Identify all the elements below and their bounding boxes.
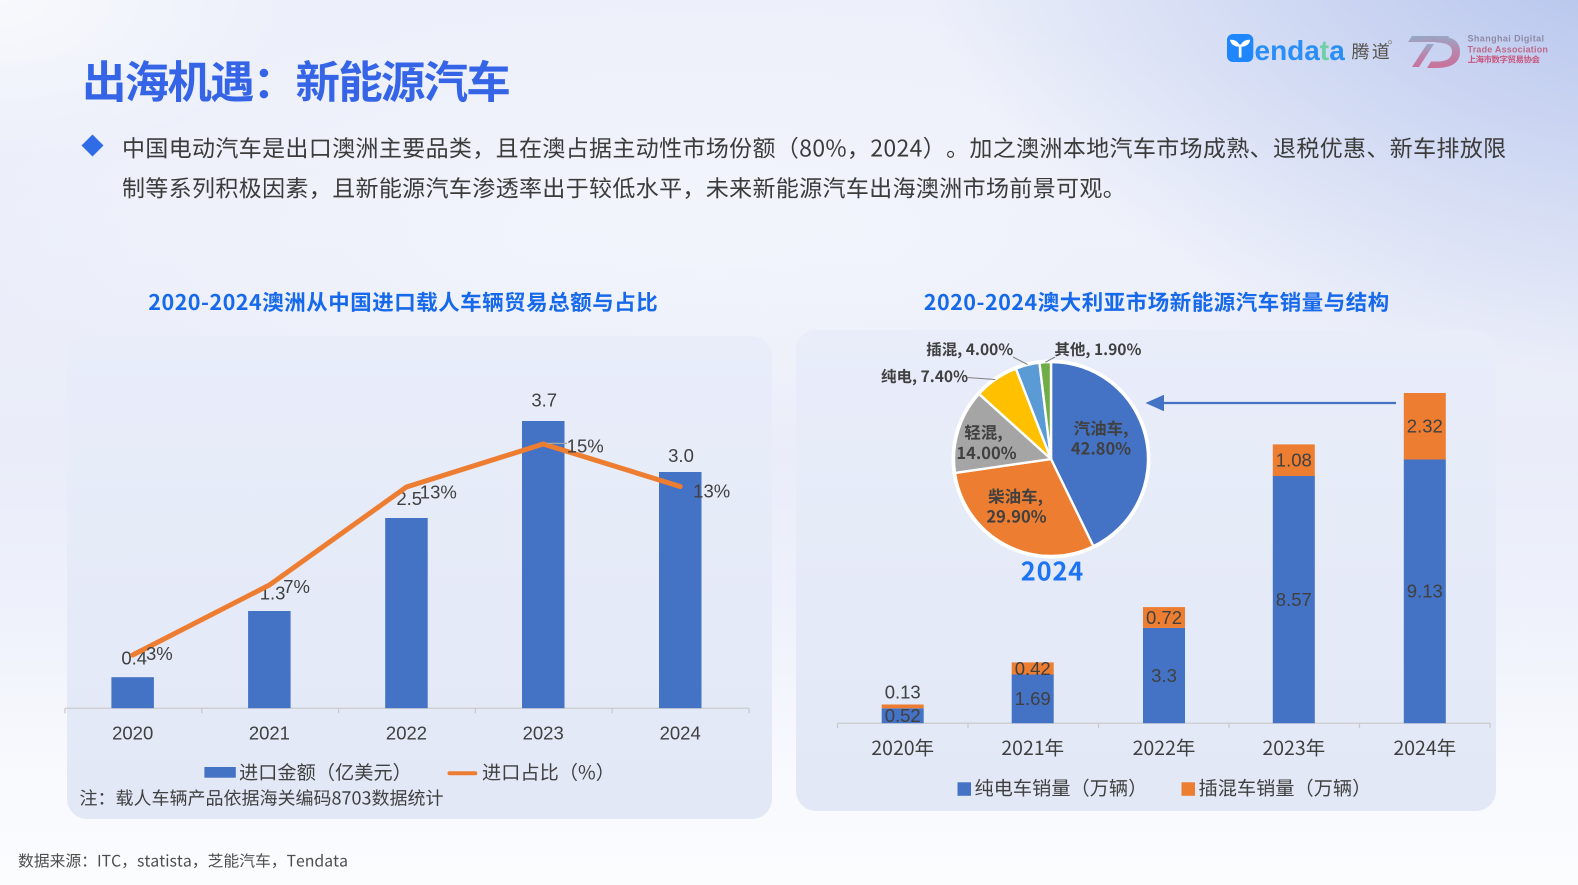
svg-text:0.42: 0.42: [1015, 658, 1051, 679]
svg-text:2.5: 2.5: [396, 488, 422, 509]
svg-text:13%: 13%: [420, 482, 457, 503]
svg-text:2.32: 2.32: [1407, 416, 1443, 437]
svg-text:1.08: 1.08: [1276, 450, 1312, 471]
svg-text:1.69: 1.69: [1015, 688, 1051, 709]
svg-text:Shanghai Digital: Shanghai Digital: [1468, 34, 1545, 44]
svg-text:2020: 2020: [112, 723, 153, 744]
svg-text:0.52: 0.52: [885, 705, 921, 726]
svg-text:3.0: 3.0: [668, 445, 694, 466]
svg-text:0.13: 0.13: [885, 682, 921, 703]
svg-text:enda: enda: [1255, 35, 1321, 66]
svg-text:3%: 3%: [146, 643, 173, 664]
svg-text:9.13: 9.13: [1407, 581, 1443, 602]
svg-text:Trade Association: Trade Association: [1468, 45, 1549, 55]
svg-text:13%: 13%: [693, 481, 730, 502]
svg-text:2021: 2021: [249, 723, 290, 744]
svg-text:8.57: 8.57: [1276, 589, 1312, 610]
svg-text:3.7: 3.7: [531, 390, 557, 411]
svg-text:15%: 15%: [567, 436, 604, 457]
svg-text:7%: 7%: [283, 576, 310, 597]
svg-text:3.3: 3.3: [1151, 665, 1177, 686]
svg-text:a: a: [1329, 35, 1345, 66]
svg-text:2022: 2022: [386, 723, 427, 744]
svg-text:2024: 2024: [660, 723, 701, 744]
svg-text:2023: 2023: [523, 723, 564, 744]
svg-text:0.72: 0.72: [1146, 607, 1182, 628]
svg-text:t: t: [1320, 35, 1329, 66]
